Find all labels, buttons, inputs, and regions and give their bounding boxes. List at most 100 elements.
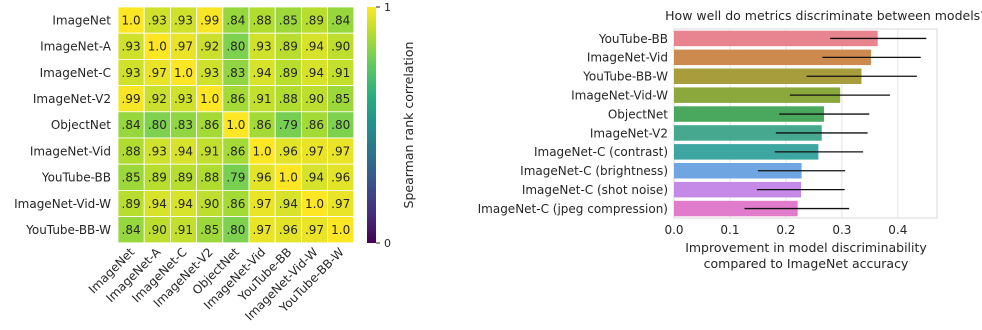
heatmap-cell-value: .89 <box>122 197 141 211</box>
heatmap-cell-value: .94 <box>305 171 324 185</box>
heatmap-cell-value: .83 <box>226 66 245 80</box>
heatmap-cell <box>327 189 355 217</box>
heatmap-cell-value: .94 <box>279 197 298 211</box>
heatmap-cell-value: .86 <box>226 92 245 106</box>
heatmap-cell-value: 1.0 <box>200 92 219 106</box>
heatmap-cell-value: .96 <box>279 223 298 237</box>
heatmap-cell-value: .96 <box>253 171 272 185</box>
heatmap-cell-value: .86 <box>200 118 219 132</box>
heatmap-cell-value: 1.0 <box>279 171 298 185</box>
heatmap-cell <box>300 6 328 34</box>
heatmap-cell <box>117 137 145 165</box>
heatmap-cell-value: .97 <box>253 197 272 211</box>
heatmap-cell-value: 1.0 <box>148 40 167 54</box>
heatmap-cell <box>248 111 276 139</box>
heatmap-cell-value: .89 <box>305 13 324 27</box>
heatmap-cell-value: .91 <box>253 92 272 106</box>
bar-category-label: ImageNet-C (brightness) <box>520 164 668 178</box>
heatmap-cell-value: .80 <box>226 40 245 54</box>
heatmap-cell-value: .79 <box>279 118 298 132</box>
heatmap-cell-value: 1.0 <box>331 223 350 237</box>
heatmap-cell <box>248 189 276 217</box>
heatmap-cell-value: .80 <box>148 118 167 132</box>
bar-category-label: ImageNet-V2 <box>590 126 668 140</box>
heatmap-cell-value: .80 <box>226 223 245 237</box>
heatmap-cell <box>117 216 145 244</box>
heatmap-cell-value: .94 <box>253 66 272 80</box>
heatmap-cell-value: .94 <box>174 144 193 158</box>
heatmap-cell-value: .91 <box>331 66 350 80</box>
x-tick-label: 0.4 <box>888 223 907 237</box>
heatmap-cell-value: .86 <box>253 118 272 132</box>
heatmap-cell-value: .99 <box>122 92 141 106</box>
heatmap-cell-value: .93 <box>253 40 272 54</box>
heatmap-cell-value: .90 <box>200 197 219 211</box>
heatmap-cell <box>222 163 250 191</box>
bar <box>674 87 841 103</box>
heatmap-cell-value: .97 <box>174 40 193 54</box>
heatmap-cell-value: .94 <box>305 40 324 54</box>
bar <box>674 30 878 47</box>
heatmap-cell <box>117 189 145 217</box>
heatmap-cell-value: .97 <box>331 197 350 211</box>
heatmap-cell-value: .88 <box>200 171 219 185</box>
heatmap-cell-value: .86 <box>305 118 324 132</box>
bar-category-label: YouTube-BB <box>598 32 668 46</box>
heatmap-cell <box>300 32 328 60</box>
heatmap-cell <box>248 216 276 244</box>
heatmap-cell-value: .86 <box>226 197 245 211</box>
heatmap-cell-value: .99 <box>200 13 219 27</box>
heatmap-cell-value: .94 <box>174 197 193 211</box>
heatmap-cell <box>196 85 224 113</box>
heatmap-cell-value: .84 <box>331 13 350 27</box>
heatmap-cell <box>327 32 355 60</box>
heatmap-cell-value: .93 <box>200 66 219 80</box>
heatmap-cell-value: .88 <box>122 144 141 158</box>
heatmap-cell-value: .97 <box>305 144 324 158</box>
heatmap-cell <box>222 137 250 165</box>
heatmap-cell-value: .85 <box>331 92 350 106</box>
heatmap-cell <box>274 163 302 191</box>
bar <box>674 125 822 141</box>
heatmap-row-label: YouTube-BB <box>41 171 111 185</box>
heatmap-cell <box>143 163 171 191</box>
heatmap-cell <box>169 137 197 165</box>
heatmap-cell-value: .85 <box>122 171 141 185</box>
heatmap-cell-value: .85 <box>279 13 298 27</box>
colorbar-tick-min: 0 <box>384 237 391 250</box>
heatmap-cell <box>117 163 145 191</box>
heatmap-cell-value: .85 <box>200 223 219 237</box>
heatmap-cell-value: .93 <box>174 92 193 106</box>
heatmap-cell-value: .84 <box>226 13 245 27</box>
heatmap-row-label: ImageNet-A <box>40 40 112 54</box>
heatmap-cell-value: .96 <box>331 171 350 185</box>
colorbar: 1 0 Spearman rank correlation <box>367 1 416 250</box>
heatmap-cell <box>222 59 250 87</box>
heatmap-cell <box>274 32 302 60</box>
heatmap-cell <box>143 59 171 87</box>
heatmap-cell-value: .90 <box>305 92 324 106</box>
x-tick-label: 0.2 <box>776 223 795 237</box>
heatmap-cell <box>117 6 145 34</box>
heatmap-row-label: ObjectNet <box>51 118 111 132</box>
heatmap-cell <box>143 137 171 165</box>
bar-chart-title: How well do metrics discriminate between… <box>665 8 982 23</box>
heatmap-cell <box>327 137 355 165</box>
bar <box>674 144 819 160</box>
heatmap-row-label: ImageNet <box>52 13 111 27</box>
heatmap-cell-value: .97 <box>148 66 167 80</box>
heatmap-cell <box>196 137 224 165</box>
discriminability-bar-chart: How well do metrics discriminate between… <box>478 8 982 271</box>
heatmap-cell-value: .89 <box>279 40 298 54</box>
bar <box>674 49 871 66</box>
heatmap-row-label: ImageNet-Vid <box>30 144 111 158</box>
heatmap-cell-value: 1.0 <box>226 118 245 132</box>
heatmap-cell-value: .84 <box>122 223 141 237</box>
heatmap-cell-value: .92 <box>200 40 219 54</box>
bar <box>674 163 802 179</box>
heatmap-cell <box>169 216 197 244</box>
bar-category-label: ImageNet-C (shot noise) <box>522 183 668 197</box>
heatmap-cell <box>327 85 355 113</box>
heatmap-cell <box>169 189 197 217</box>
heatmap-cell <box>117 32 145 60</box>
